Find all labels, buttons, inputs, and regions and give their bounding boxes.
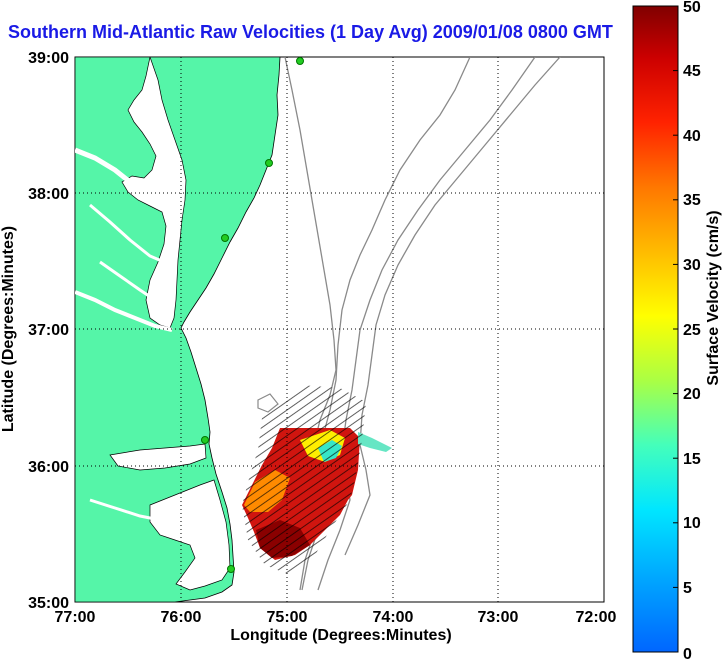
- grid-lines: [75, 57, 604, 602]
- colorbar-ticks: [673, 5, 678, 653]
- x-tick-label: 75:00: [267, 609, 308, 626]
- colorbar-tick-label: 5: [683, 580, 692, 597]
- isobath-feature: [257, 393, 279, 413]
- radar-stations: [201, 57, 304, 573]
- colorbar-tick-label: 35: [683, 192, 701, 209]
- albemarle-sound: [109, 443, 207, 471]
- colorbar-tick-label: 25: [683, 322, 701, 339]
- map-title: Southern Mid-Atlantic Raw Velocities (1 …: [8, 22, 613, 42]
- x-tick-label: 73:00: [478, 609, 519, 626]
- y-tick-label: 37:00: [28, 322, 69, 339]
- river-james: [75, 290, 173, 332]
- chesapeake-bay: [121, 57, 187, 329]
- y-axis-label: Latitude (Degrees:Minutes): [0, 226, 17, 432]
- radar-station-marker: [265, 159, 273, 167]
- x-tick-label: 72:00: [576, 609, 617, 626]
- x-tick-label: 77:00: [55, 609, 96, 626]
- colorbar-tick-label: 40: [683, 128, 701, 145]
- x-tick-label: 76:00: [161, 609, 202, 626]
- y-tick-label: 36:00: [28, 459, 69, 476]
- colorbar-label: Surface Velocity (cm/s): [705, 210, 722, 385]
- colorbar-tick-label: 30: [683, 257, 701, 274]
- x-tick-label: 74:00: [373, 609, 414, 626]
- isobath-slope-3: [344, 57, 561, 556]
- y-tick-label: 35:00: [28, 595, 69, 612]
- colorbar-tick-label: 20: [683, 386, 701, 403]
- river-neuse: [89, 498, 161, 522]
- radar-station-marker: [201, 436, 209, 444]
- river-potomac: [75, 147, 154, 201]
- colorbar-tick-label: 50: [683, 0, 701, 16]
- velocity-vectors: [242, 385, 366, 575]
- pamlico-sound: [149, 479, 231, 591]
- x-axis-label: Longitude (Degrees:Minutes): [230, 627, 451, 644]
- y-tick-label: 38:00: [28, 186, 69, 203]
- river-rappahannock: [89, 203, 165, 264]
- velocity-field-tail: [358, 432, 392, 452]
- radar-station-marker: [227, 565, 235, 573]
- colorbar: [632, 5, 679, 653]
- colorbar-tick-label: 10: [683, 515, 701, 532]
- colorbar-tick-label: 15: [683, 451, 701, 468]
- y-tick-label: 39:00: [28, 50, 69, 67]
- colorbar-tick-label: 0: [683, 646, 692, 659]
- colorbar-tick-label: 45: [683, 63, 701, 80]
- radar-station-marker: [221, 234, 229, 242]
- radar-station-marker: [296, 57, 304, 65]
- river-york: [99, 260, 159, 304]
